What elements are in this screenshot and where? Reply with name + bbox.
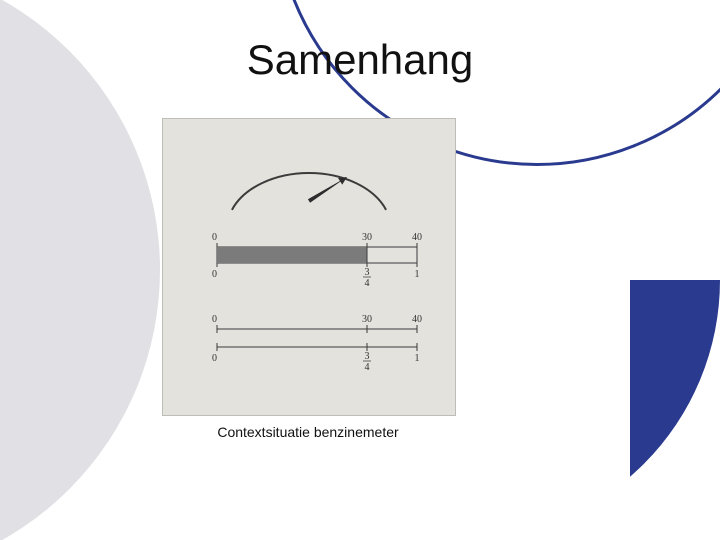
bg-bottom-right-fill bbox=[630, 280, 720, 540]
svg-text:40: 40 bbox=[412, 314, 422, 325]
svg-text:1: 1 bbox=[415, 269, 420, 280]
svg-text:3: 3 bbox=[365, 267, 370, 278]
figure-caption: Contextsituatie benzinemeter bbox=[162, 424, 454, 440]
svg-text:40: 40 bbox=[412, 232, 422, 243]
svg-text:4: 4 bbox=[365, 362, 370, 373]
figure-container: 030400341030400341 bbox=[162, 118, 456, 416]
svg-text:0: 0 bbox=[212, 269, 217, 280]
svg-text:30: 30 bbox=[362, 314, 372, 325]
svg-text:0: 0 bbox=[212, 314, 217, 325]
figure-svg: 030400341030400341 bbox=[163, 119, 455, 415]
svg-text:3: 3 bbox=[365, 351, 370, 362]
slide-title: Samenhang bbox=[0, 36, 720, 84]
svg-text:1: 1 bbox=[415, 353, 420, 364]
svg-text:0: 0 bbox=[212, 232, 217, 243]
svg-text:4: 4 bbox=[365, 278, 370, 289]
svg-text:30: 30 bbox=[362, 232, 372, 243]
svg-text:0: 0 bbox=[212, 353, 217, 364]
